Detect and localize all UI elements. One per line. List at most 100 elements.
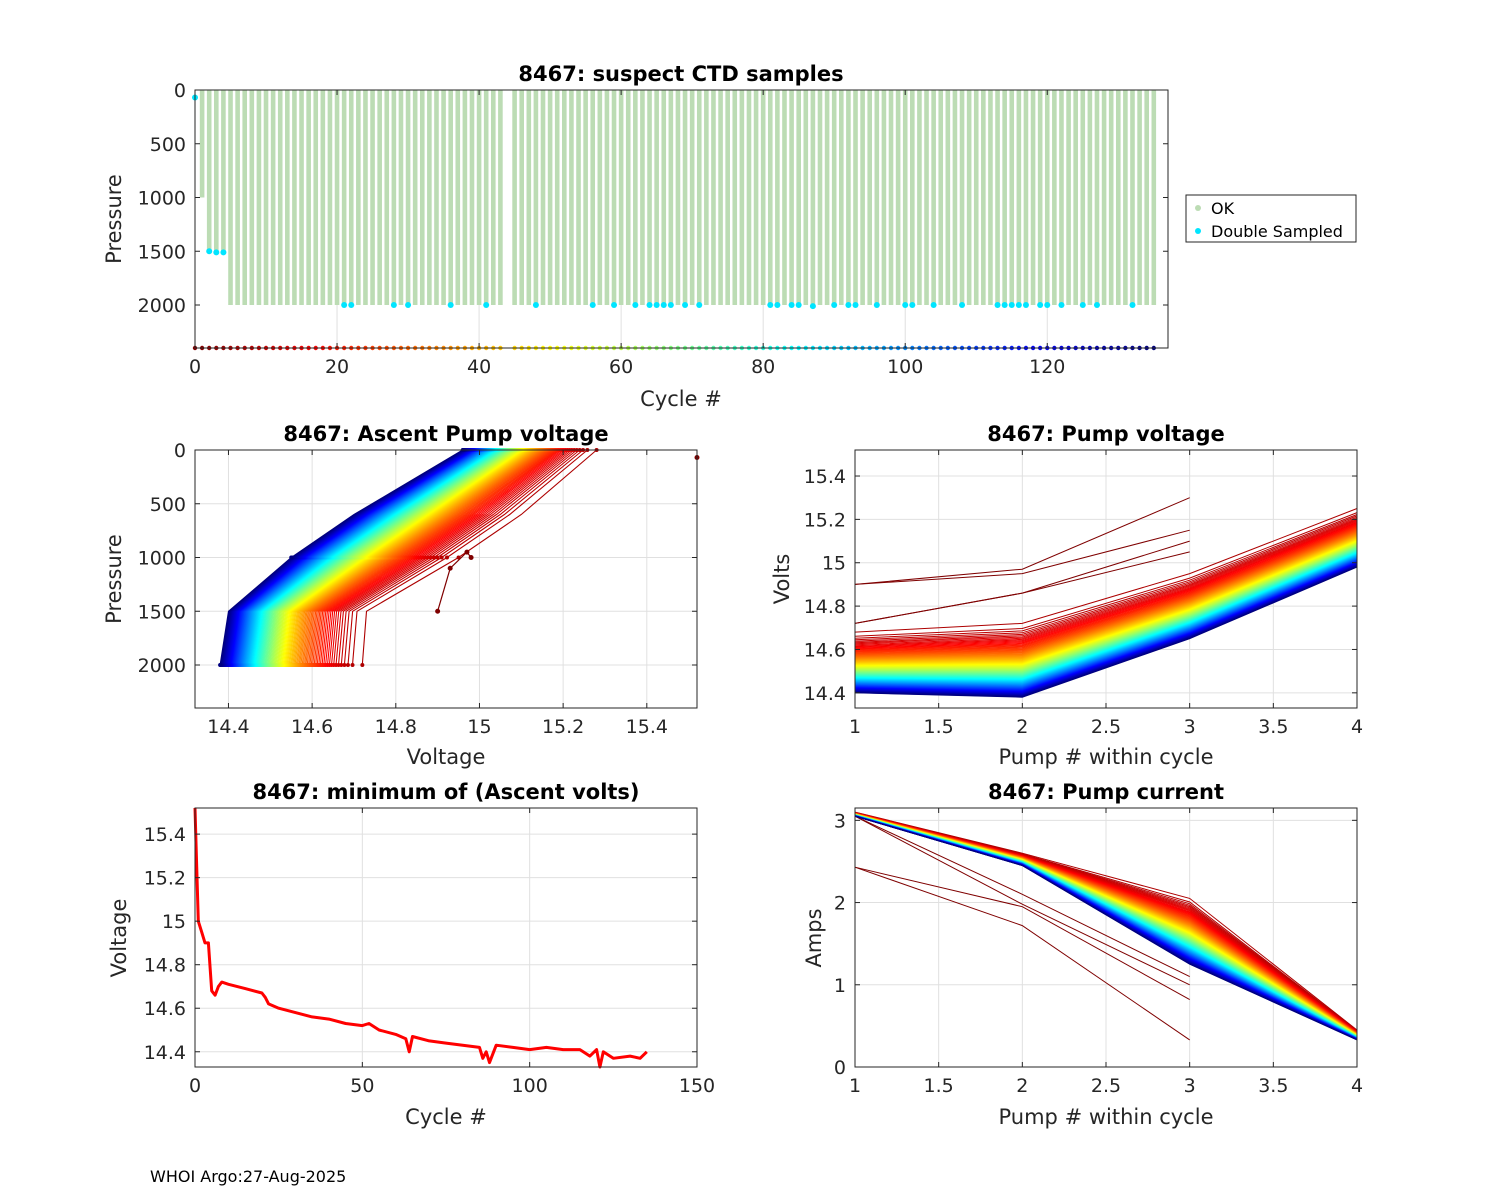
ok-profile-bar	[235, 90, 240, 305]
ok-profile-bar	[1066, 90, 1071, 305]
pump-voltage-line	[854, 514, 1358, 639]
ok-profile-bar	[867, 90, 873, 305]
pump-voltage-line	[854, 531, 1358, 657]
min-volts-title: 8467: minimum of (Ascent volts)	[252, 780, 639, 804]
ok-profile-bar	[455, 90, 461, 305]
ok-profile-bar	[448, 90, 453, 305]
ok-profile-bar	[704, 90, 709, 305]
ok-profile-bar	[214, 90, 219, 252]
ok-profile-bar	[313, 90, 319, 305]
ok-profile-bar	[860, 90, 865, 305]
double-sampled-point	[1079, 302, 1086, 308]
ok-profile-bar	[1101, 90, 1107, 305]
pump-voltage-line	[854, 508, 1358, 633]
ok-profile-bar	[306, 90, 311, 305]
double-sampled-point	[767, 302, 774, 308]
min-volts-y-tick-label: 15.4	[144, 824, 186, 846]
double-sampled-point	[795, 302, 802, 308]
ok-profile-bar	[405, 90, 411, 305]
ok-profile-bar	[199, 90, 205, 198]
ctd-y-label: Pressure	[102, 174, 126, 264]
double-sampled-point	[845, 302, 852, 308]
ctd-x-tick-label: 80	[751, 356, 775, 378]
ctd-axes-frame	[194, 89, 1169, 349]
legend-double-sampled-marker	[1195, 228, 1201, 234]
ok-profile-bar	[831, 90, 837, 305]
ok-profile-bar	[1030, 90, 1036, 305]
pump-voltage-line	[854, 526, 1358, 652]
pump-current-x-tick-label: 3.5	[1258, 1075, 1288, 1097]
ok-profile-bar	[661, 90, 667, 305]
ascent-panel: 14.4 14.6 14.8 15 15.2 15.4 0 500 1000 1500 2000 8…	[102, 422, 700, 769]
ok-profile-bar	[675, 90, 681, 305]
ascent-point	[439, 555, 444, 560]
min-volts-plot-area	[193, 807, 648, 1069]
pump-voltage-x-tick-label: 1	[849, 716, 861, 738]
ok-profile-bar	[483, 90, 489, 305]
pump-current-x-tick-label: 1.5	[924, 1075, 954, 1097]
ascent-anomalous-line	[437, 551, 472, 612]
pump-voltage-panel: 1 1.5 2 2.5 3 3.5 4 14.4 14.6 14.8 15 15.2 15.4 8467…	[770, 422, 1363, 769]
ok-profile-bar	[228, 90, 233, 305]
pump-voltage-line	[854, 566, 1358, 698]
ok-profile-bar	[810, 90, 816, 305]
double-sampled-point	[589, 302, 596, 308]
footer-text: WHOI Argo:27-Aug-2025	[150, 1167, 346, 1186]
ok-profile-bar	[902, 90, 908, 305]
ok-profile-bar	[739, 90, 745, 305]
ctd-plot-area	[192, 90, 1157, 351]
ascent-x-label: Voltage	[407, 745, 486, 769]
ok-profile-bar	[945, 90, 951, 305]
double-sampled-point	[447, 302, 454, 308]
ok-profile-bar	[412, 90, 418, 305]
ctd-y-tick-label: 500	[150, 134, 186, 156]
ctd-x-tick-label: 0	[189, 356, 201, 378]
ok-profile-bar	[533, 90, 539, 305]
ok-profile-bar	[221, 90, 226, 252]
ok-profile-bar	[1052, 90, 1057, 305]
pump-voltage-x-label: Pump # within cycle	[999, 745, 1214, 769]
ok-profile-bar	[952, 90, 958, 305]
double-sampled-point	[1037, 302, 1044, 308]
ok-profile-bar	[391, 90, 397, 305]
ok-profile-bar	[320, 90, 326, 305]
legend-double-sampled-label: Double Sampled	[1211, 222, 1343, 241]
pump-voltage-line	[854, 532, 1358, 658]
ok-profile-bar	[654, 90, 659, 305]
ok-profile-bar	[427, 90, 432, 305]
pump-voltage-line	[854, 532, 1358, 659]
ok-profile-bar	[242, 90, 248, 305]
ok-profile-bar	[682, 90, 688, 305]
min-volts-panel: 0 50 100 150 14.4 14.6 14.8 15 15.2 15.4 8467: mi…	[107, 780, 715, 1129]
ascent-point	[444, 555, 449, 560]
ok-profile-bar	[490, 90, 496, 305]
ok-profile-bar	[263, 90, 269, 305]
ok-profile-bar	[1115, 90, 1121, 305]
ascent-x-tick-label: 15.2	[542, 716, 584, 738]
double-sampled-point	[1093, 302, 1100, 308]
pump-voltage-line	[854, 515, 1358, 641]
ok-profile-bar	[874, 90, 880, 305]
ascent-y-tick-label: 500	[150, 494, 186, 516]
pump-voltage-line	[854, 530, 1358, 656]
pump-voltage-line	[854, 518, 1358, 644]
ok-profile-bar	[981, 90, 986, 305]
ok-profile-bar	[476, 90, 482, 305]
ok-profile-bar	[469, 90, 475, 305]
ok-profile-bar	[462, 90, 468, 305]
ok-profile-bar	[633, 90, 638, 305]
ok-profile-bar	[441, 90, 446, 305]
ok-profile-bar	[938, 90, 944, 305]
ok-profile-bar	[348, 90, 354, 305]
double-sampled-point	[348, 302, 355, 308]
pump-voltage-y-tick-label: 15	[822, 553, 846, 575]
ok-profile-bar	[995, 90, 1000, 305]
ok-profile-bar	[249, 90, 255, 305]
ok-profile-bar	[1130, 90, 1135, 305]
ok-profile-bar	[604, 90, 610, 305]
ok-profile-bar	[576, 90, 581, 305]
pump-current-x-tick-label: 1	[849, 1075, 861, 1097]
ctd-x-tick-label: 20	[325, 356, 349, 378]
ok-profile-bar	[519, 90, 525, 305]
